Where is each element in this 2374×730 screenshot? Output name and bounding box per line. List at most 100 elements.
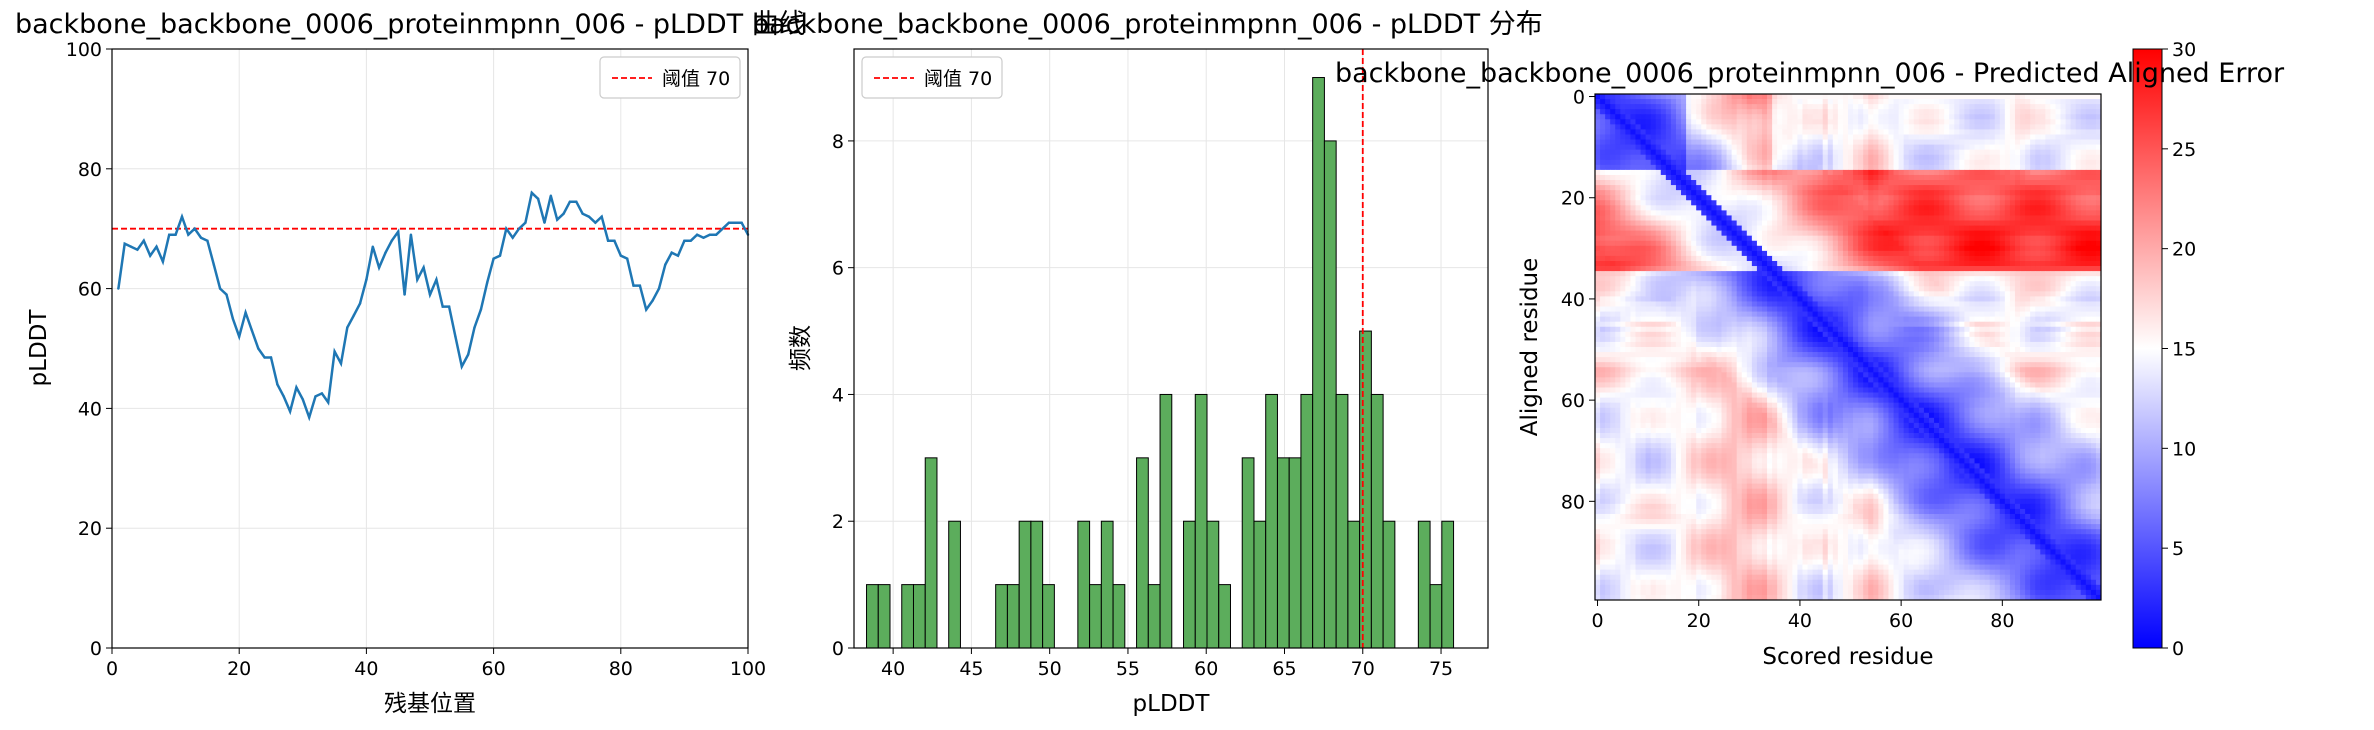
heatmap-cell [2045,220,2051,226]
plddt-point [613,239,616,242]
heatmap-cell [1873,326,1879,333]
heatmap-cell [1949,205,1955,211]
heatmap-cell [2080,240,2087,247]
heatmap-cell [1767,195,1773,201]
heatmap-cell [1908,255,1915,262]
heatmap-cell [1903,149,1910,156]
heatmap-cell [2009,109,2016,115]
heatmap-cell [1756,321,1763,328]
heatmap-cell [1893,139,1899,145]
heatmap-cell [1701,321,1707,328]
heatmap-cell [2095,225,2102,232]
heatmap-cell [1908,281,1915,287]
heatmap-cell [1928,180,1935,186]
heatmap-cell [1782,139,1788,145]
heatmap-cell [1746,129,1753,135]
heatmap-cell [1610,316,1616,323]
heatmap-cell [2070,266,2077,272]
heatmap-cell [1888,255,1894,262]
heatmap-cell [1767,220,1773,226]
heatmap-cell [1751,114,1758,120]
heatmap-cell [1863,245,1869,252]
heatmap-cell [1595,129,1601,135]
heatmap-cell [1954,230,1960,237]
heatmap-cell [1934,240,1940,247]
heatmap-cell [1898,301,1905,307]
heatmap-cell [1756,190,1763,196]
heatmap-cell [1630,326,1636,333]
heatmap-cell [1883,119,1889,125]
heatmap-cell [1746,266,1753,272]
heatmap-cell [1701,185,1707,191]
heatmap-cell [1600,119,1606,125]
heatmap-cell [2030,266,2036,272]
heatmap-cell [1716,149,1722,156]
heatmap-cell [1812,240,1819,247]
heatmap-cell [1782,164,1788,171]
line-chart-y-tick-label: 0 [90,638,102,660]
heatmap-cell [1640,164,1646,171]
heatmap-cell [1716,281,1722,287]
heatmap-cell [1928,164,1935,171]
heatmap-cell [1934,215,1940,221]
heatmap-cell [1721,139,1727,145]
heatmap-cell [1782,190,1788,196]
heatmap-cell [1691,94,1697,100]
heatmap-cell [1706,271,1712,277]
heatmap-cell [2025,144,2031,151]
heatmap-cell [1640,326,1646,333]
heatmap-cell [1655,119,1662,125]
heatmap-cell [2075,306,2082,312]
heatmap-cell [2060,129,2066,135]
heatmap-cell [1660,210,1667,216]
heatmap-cell [1939,134,1945,140]
plddt-point [734,221,737,224]
heatmap-cell [1761,230,1768,237]
heatmap-cell [1822,174,1829,181]
heatmap-cell [1893,129,1899,135]
heatmap-cell [1949,235,1955,242]
heatmap-cell [1736,139,1743,145]
heatmap-cell [2065,205,2072,211]
heatmap-cell [1928,119,1935,125]
heatmap-cell [2095,119,2102,125]
heatmap-cell [1848,331,1854,338]
heatmap-cell [1999,296,2006,302]
heatmap-cell [2075,159,2082,166]
heatmap-cell [1756,326,1763,333]
heatmap-cell [1944,230,1950,237]
heatmap-cell [1893,260,1899,267]
heatmap-cell [1837,276,1844,282]
heatmap-cell [1792,174,1798,181]
heatmap-cell [1949,129,1955,135]
heatmap-cell [1802,326,1808,333]
heatmap-cell [1797,250,1803,257]
heatmap-cell [1837,220,1844,226]
heatmap-cell [1934,301,1940,307]
heatmap-cell [1797,205,1803,211]
heatmap-cell [2075,139,2082,145]
heatmap-cell [1918,164,1925,171]
heatmap-cell [2004,306,2011,312]
heatmap-cell [2085,266,2092,272]
heatmap-cell [1974,321,1980,328]
heatmap-cell [1974,230,1980,237]
heatmap-cell [2009,195,2016,201]
heatmap-cell [1767,326,1773,333]
heatmap-cell [1979,296,1986,302]
heatmap-cell [1741,321,1748,328]
heatmap-cell [1731,134,1738,140]
heatmap-cell [1994,326,2001,333]
heatmap-cell [1842,119,1849,125]
heatmap-cell [1913,129,1920,135]
heatmap-cell [1635,311,1641,318]
heatmap-cell [1913,139,1920,145]
heatmap-cell [2065,225,2072,232]
heatmap-cell [1868,174,1874,181]
heatmap-cell [1746,250,1753,257]
heatmap-cell [1883,225,1889,232]
heatmap-cell [1903,154,1910,161]
heatmap-cell [1650,195,1657,201]
heatmap-cell [1716,134,1722,140]
heatmap-cell [2035,266,2041,272]
